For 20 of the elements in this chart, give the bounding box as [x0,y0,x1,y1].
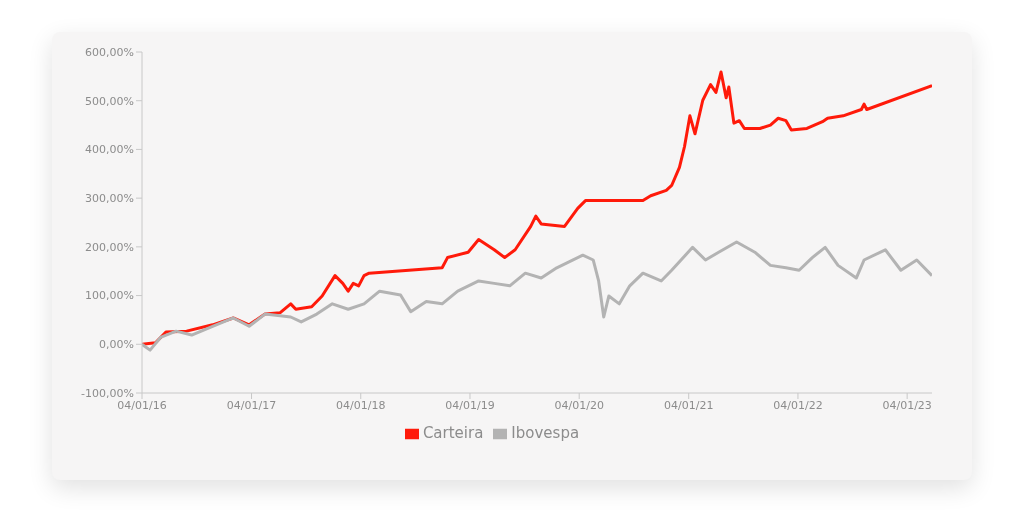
line-series [142,70,932,346]
x-tick-label: 04/01/22 [773,398,823,412]
y-tick-label: -100,00% [81,386,134,400]
y-tick-label: 0,00% [99,338,134,352]
y-tick-label: 400,00% [85,143,134,157]
line-series [142,240,932,352]
legend-label: Carteira [422,424,484,442]
x-tick-label: 04/01/18 [336,398,386,412]
y-tick-label: 200,00% [85,240,134,254]
x-tick-label: 04/01/21 [664,398,714,412]
x-tick-label: 04/01/16 [117,398,167,412]
x-tick-label: 04/01/17 [226,398,277,412]
x-tick-label: 04/01/19 [445,398,495,412]
x-tick-label: 04/01/20 [554,398,604,412]
y-tick-label: 300,00% [85,192,134,206]
y-tick-label: 600,00% [85,45,134,59]
x-tick-label: 04/01/23 [882,398,932,412]
y-tick-label: 100,00% [85,289,134,303]
legend-label: Ibovespa [511,424,580,442]
y-tick-label: 500,00% [85,94,134,108]
